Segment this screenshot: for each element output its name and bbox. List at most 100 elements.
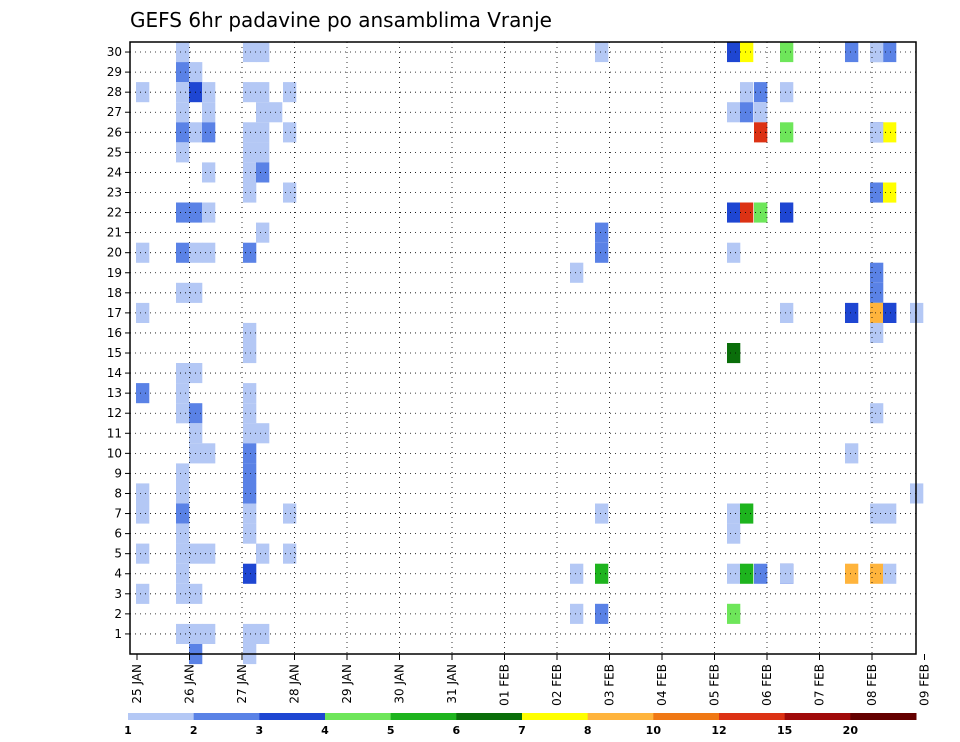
heatmap-cell [243,623,257,644]
x-tick-label: 05 FEB [708,664,722,706]
heatmap-cell [256,82,270,103]
y-tick-label: 12 [107,406,122,420]
heatmap-cell [176,503,190,524]
y-axis-ticks: 1234567891011121314151617181920212223242… [107,45,130,641]
heatmap-cell [740,202,754,223]
heatmap-cell [176,623,190,644]
heatmap-cell [595,242,609,263]
heatmap-cell [176,202,190,223]
heatmap-cell [740,563,754,584]
heatmap-cell [870,122,884,143]
heatmap-cell [243,162,257,183]
heatmap-cell [176,363,190,384]
y-tick-label: 1 [114,627,122,641]
heatmap-cell [256,423,270,444]
heatmap-cell [243,403,257,424]
y-tick-label: 28 [107,85,122,99]
heatmap-cell [740,82,754,103]
x-tick-label: 08 FEB [865,664,879,706]
heatmap-cell [883,563,897,584]
heatmap-cell [727,603,741,624]
heatmap-cell [283,122,297,143]
heatmap-cell [202,623,216,644]
colorbar-segment [587,713,654,720]
colorbar-label: 3 [256,724,264,737]
heatmap-cell [780,202,794,223]
x-tick-label: 29 JAN [340,664,354,704]
colorbar-segment [850,713,917,720]
y-tick-label: 5 [114,547,122,561]
heatmap-cell [570,603,584,624]
heatmap-cell [136,242,150,263]
colorbar-segment [193,713,260,720]
heatmap-cell [727,523,741,544]
heatmap-cell [727,503,741,524]
heatmap-cell [883,122,897,143]
heatmap-cell [845,42,859,63]
y-tick-label: 21 [107,226,122,240]
heatmap-cell [202,443,216,464]
heatmap-cell [243,483,257,504]
colorbar-segment [784,713,851,720]
x-tick-label: 06 FEB [760,664,774,706]
heatmap-cell [595,222,609,243]
heatmap-cell [740,42,754,63]
heatmap-cell [136,503,150,524]
heatmap-cell [595,563,609,584]
heatmap-cell [243,463,257,484]
y-tick-label: 20 [107,246,122,260]
heatmap-cell [176,242,190,263]
heatmap-cell [780,302,794,323]
heatmap-cell [283,82,297,103]
y-tick-label: 2 [114,607,122,621]
y-tick-label: 30 [107,45,122,59]
heatmap-cell [570,262,584,283]
heatmap-cell [176,42,190,63]
heatmap-cell [202,102,216,123]
heatmap-cell [176,483,190,504]
y-tick-label: 27 [107,105,122,119]
heatmap-cell [176,62,190,83]
heatmap-cell [136,302,150,323]
colorbar-label: 15 [777,724,792,737]
colorbar-segment [522,713,589,720]
colorbar-segment [259,713,326,720]
y-tick-label: 10 [107,446,122,460]
heatmap-cell [136,583,150,604]
heatmap-cell [595,503,609,524]
x-tick-label: 27 JAN [235,664,249,704]
heatmap-cell [243,242,257,263]
y-tick-label: 18 [107,286,122,300]
heatmap-cell [243,503,257,524]
heatmap-cell [870,182,884,203]
y-tick-label: 3 [114,587,122,601]
heatmap-cell [243,122,257,143]
heatmap-cell [243,82,257,103]
heatmap-cell [256,102,270,123]
heatmap-cell [176,282,190,303]
heatmap-cell [256,122,270,143]
colorbar-label: 12 [711,724,726,737]
heatmap-cell [202,82,216,103]
heatmap-cell [243,563,257,584]
heatmap-cell [176,383,190,404]
heatmap-cell [136,483,150,504]
heatmap-cell [883,503,897,524]
y-tick-label: 9 [114,466,122,480]
colorbar: 1 2 3 4 5 6 7 8 10 12 15 20 [124,713,917,737]
colorbar-label: 8 [584,724,592,737]
heatmap-cell [727,343,741,364]
heatmap-cell [243,423,257,444]
colorbar-segment [719,713,786,720]
heatmap-cell [283,503,297,524]
heatmap-cell [176,82,190,103]
heatmap-cell [202,162,216,183]
x-tick-label: 30 JAN [393,664,407,704]
y-tick-label: 15 [107,346,122,360]
x-tick-label: 28 JAN [288,664,302,704]
heatmap-cell [176,463,190,484]
heatmap-cell [727,102,741,123]
x-tick-label: 25 JAN [130,664,144,704]
colorbar-segment [653,713,720,720]
